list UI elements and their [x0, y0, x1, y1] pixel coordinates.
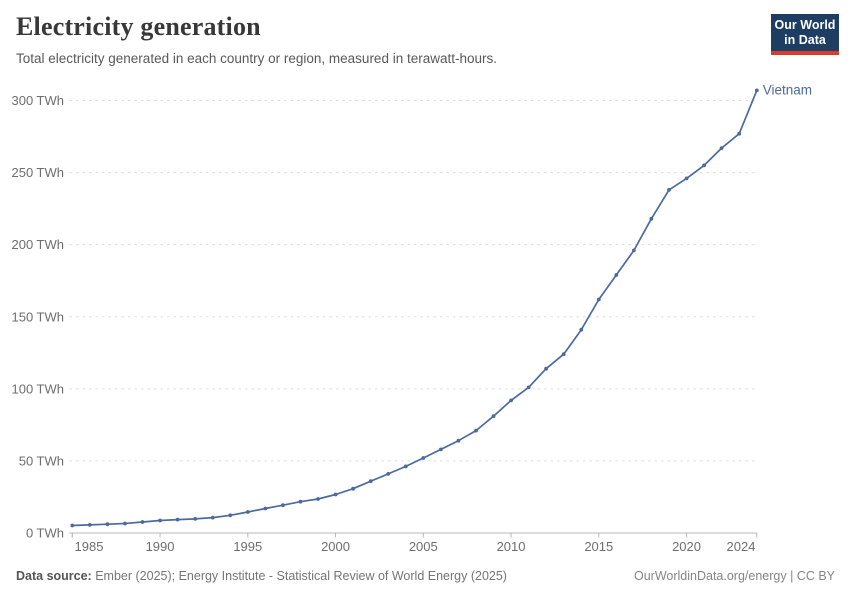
data-point[interactable]	[316, 497, 320, 501]
data-point[interactable]	[719, 146, 724, 151]
data-point[interactable]	[245, 510, 250, 514]
data-point[interactable]	[228, 513, 233, 518]
data-point[interactable]	[632, 248, 636, 253]
data-point[interactable]	[87, 523, 92, 527]
data-point[interactable]	[403, 464, 408, 469]
data-point[interactable]	[281, 503, 285, 508]
x-axis-tick-label: 1990	[146, 539, 175, 554]
data-point[interactable]	[158, 518, 163, 523]
data-point[interactable]	[386, 472, 391, 476]
chart-header: Electricity generation Total electricity…	[16, 12, 766, 66]
data-point[interactable]	[193, 517, 198, 521]
data-point[interactable]	[105, 522, 110, 527]
owid-logo-line1: Our World	[774, 18, 836, 32]
vietnam-line-series[interactable]	[71, 89, 758, 527]
data-source-note: Data source: Ember (2025); Energy Instit…	[16, 569, 507, 583]
data-point[interactable]	[140, 520, 145, 524]
owid-logo-line2: in Data	[784, 32, 826, 47]
data-point[interactable]	[70, 523, 75, 528]
x-axis-tick-label: 2010	[497, 539, 526, 554]
data-point[interactable]	[614, 273, 619, 277]
series-label-vietnam[interactable]: Vietnam	[763, 82, 812, 97]
y-axis-tick-label: 100 TWh	[11, 381, 64, 396]
data-point[interactable]	[702, 163, 706, 168]
page-title: Electricity generation	[16, 12, 261, 41]
x-axis-tick-label: 1995	[233, 539, 262, 554]
y-axis-tick-label: 250 TWh	[11, 165, 64, 180]
data-point[interactable]	[579, 327, 584, 332]
data-point[interactable]	[544, 366, 548, 371]
data-point[interactable]	[351, 486, 355, 491]
x-axis-tick-label: 1985	[75, 539, 104, 554]
data-point[interactable]	[123, 521, 127, 526]
data-source-label: Data source:	[16, 569, 92, 583]
x-axis-tick-label: 2020	[672, 539, 701, 554]
data-point[interactable]	[263, 506, 268, 511]
y-axis-tick-label: 0 TWh	[26, 526, 64, 541]
chart-footer: Data source: Ember (2025); Energy Instit…	[16, 569, 835, 583]
chart-subtitle: Total electricity generated in each coun…	[16, 51, 497, 66]
x-axis-tick-label: 2005	[409, 539, 438, 554]
data-point[interactable]	[596, 297, 601, 302]
y-axis-tick-label: 150 TWh	[11, 309, 64, 324]
data-point[interactable]	[737, 131, 742, 136]
data-point[interactable]	[561, 352, 566, 357]
owid-logo[interactable]: Our World in Data	[771, 14, 839, 55]
data-point[interactable]	[684, 176, 689, 181]
data-point[interactable]	[667, 188, 671, 192]
x-axis-tick-label: 2024	[727, 539, 756, 554]
data-point[interactable]	[421, 456, 426, 460]
y-axis-tick-label: 200 TWh	[11, 237, 64, 252]
data-point[interactable]	[298, 499, 303, 504]
data-point[interactable]	[754, 88, 759, 93]
data-point[interactable]	[439, 447, 443, 452]
data-point[interactable]	[175, 517, 180, 522]
data-point[interactable]	[649, 216, 654, 221]
y-axis-tick-label: 300 TWh	[11, 93, 64, 108]
data-point[interactable]	[474, 428, 478, 433]
data-point[interactable]	[526, 385, 531, 390]
data-point[interactable]	[509, 398, 513, 403]
attribution-link[interactable]: OurWorldinData.org/energy | CC BY	[633, 569, 835, 583]
y-axis-tick-label: 50 TWh	[19, 453, 64, 468]
data-point[interactable]	[456, 438, 461, 443]
data-point[interactable]	[210, 515, 215, 520]
x-axis-tick-label: 2015	[584, 539, 613, 554]
x-axis-tick-label: 2000	[321, 539, 350, 554]
data-point[interactable]	[491, 414, 496, 419]
data-source-text: Ember (2025); Energy Institute - Statist…	[91, 569, 507, 583]
data-point[interactable]	[333, 492, 338, 497]
data-point[interactable]	[368, 479, 373, 484]
